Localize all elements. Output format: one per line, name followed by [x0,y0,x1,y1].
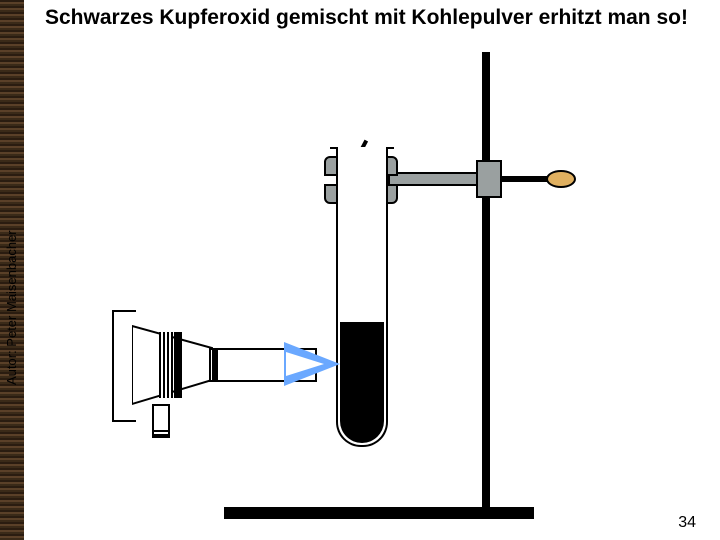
stand-pole [482,52,490,512]
burner-air-collar [159,332,173,398]
page-title: Schwarzes Kupferoxid gemischt mit Kohlep… [45,6,688,30]
stand-base [224,507,534,519]
clamp-block [476,160,502,198]
tube-lip-right [388,147,394,149]
tube-lip-left [330,147,336,149]
clamp-knob-bar [502,176,552,182]
page-number: 34 [678,514,696,532]
slide: Autor: Peter Maisenbacher Schwarzes Kupf… [0,0,720,540]
clamp-ring [546,170,576,188]
burner-gas-inlet-threads [154,428,168,436]
flame-inner [286,352,324,376]
clamp-bar [388,172,484,186]
burner-collar-1 [174,332,182,398]
burner-collar-2 [212,350,218,380]
author-label: Autor: Peter Maisenbacher [4,230,19,385]
tube-contents [340,322,384,443]
apparatus-diagram [24,32,720,522]
